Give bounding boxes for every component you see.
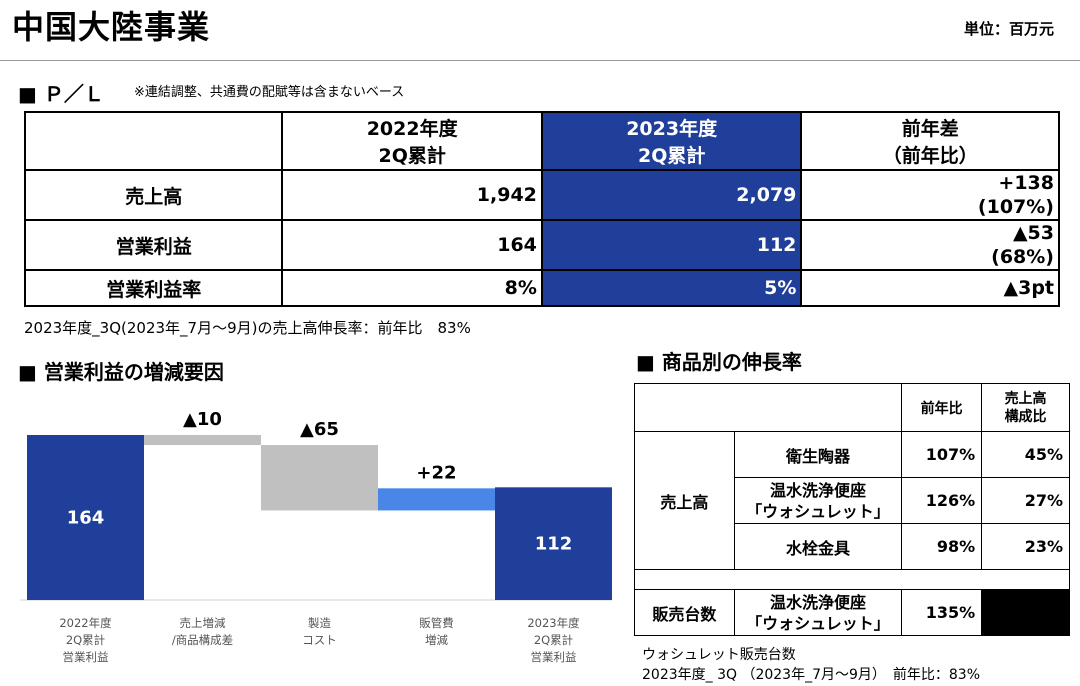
- pl-row-label: 売上高: [23, 169, 284, 221]
- products-footnote: ウォシュレット販売台数 2023年度_ 3Q （2023年_7月～9月） 前年比…: [642, 647, 981, 683]
- pl-header-diff: 前年差 （前年比）: [800, 111, 1060, 171]
- pl-row-sales: 売上高 1,942 2,079 +138 (107%): [23, 169, 1060, 221]
- pl-row-label: 営業利益率: [23, 269, 284, 307]
- bar-value-label: 112: [535, 534, 573, 555]
- products-header-yoy: 前年比: [901, 383, 983, 432]
- pl-row-op-margin: 営業利益率 8% 5% ▲3pt: [23, 269, 1060, 307]
- factors-heading: ■ 営業利益の増減要因: [18, 360, 224, 384]
- pl-header-empty: [23, 111, 284, 171]
- units-row: 販売台数 温水洗浄便座 「ウォシュレット」 135%: [634, 589, 1070, 636]
- pl-value-diff: ▲3pt: [800, 269, 1060, 307]
- category-label: 2023年度: [527, 616, 580, 630]
- category-label: 2022年度: [59, 616, 112, 630]
- product-name: 衛生陶器: [733, 431, 903, 478]
- pl-header-row: 2022年度 2Q累計 2023年度 2Q累計 前年差 （前年比）: [23, 111, 1060, 171]
- waterfall-bar: [261, 445, 378, 511]
- bar-value-label: 164: [67, 508, 105, 529]
- pl-value-2023: 5%: [540, 269, 803, 307]
- waterfall-bar: [378, 488, 495, 511]
- units-yoy: 135%: [901, 589, 983, 636]
- product-row: 温水洗浄便座 「ウォシュレット」 126% 27%: [635, 477, 1070, 524]
- pl-header-2023: 2023年度 2Q累計: [540, 111, 803, 171]
- category-label: 2Q累計: [66, 633, 105, 647]
- units-label: 販売台数: [634, 589, 735, 636]
- pl-value-diff: ▲53 (68%): [800, 219, 1060, 271]
- product-yoy: 98%: [901, 523, 983, 570]
- pl-note: ※連結調整、共通費の配賦等は含まないベース: [134, 85, 405, 100]
- product-yoy: 107%: [901, 431, 983, 478]
- products-heading: ■ 商品別の伸長率: [636, 350, 802, 374]
- category-label: 営業利益: [531, 650, 577, 664]
- units-share-blank: [981, 589, 1070, 636]
- units-product-name: 温水洗浄便座 「ウォシュレット」: [733, 589, 903, 636]
- pl-value-2022: 164: [281, 219, 543, 271]
- category-label: 製造: [308, 616, 331, 630]
- category-label: 営業利益: [63, 650, 109, 664]
- products-sales-label: 売上高: [634, 431, 735, 570]
- product-row: 水栓金具 98% 23%: [635, 523, 1070, 570]
- pl-value-2022: 1,942: [281, 169, 543, 221]
- pl-row-op-profit: 営業利益 164 112 ▲53 (68%): [23, 219, 1060, 271]
- category-label: 2Q累計: [534, 633, 573, 647]
- title-divider: [0, 60, 1080, 61]
- page-title: 中国大陸事業: [12, 8, 211, 46]
- products-spacer: [634, 569, 1070, 590]
- pl-value-2022: 8%: [281, 269, 543, 307]
- product-name: 温水洗浄便座 「ウォシュレット」: [733, 477, 903, 524]
- category-label: 売上増減: [180, 616, 226, 630]
- pl-footnote: 2023年度_3Q(2023年_7月～9月)の売上高伸長率：前年比 83%: [24, 319, 471, 337]
- product-share: 23%: [981, 523, 1070, 570]
- bar-value-label: +22: [416, 462, 456, 483]
- products-spacer-row: [634, 569, 1070, 590]
- waterfall-bar: [27, 435, 144, 600]
- product-share: 45%: [981, 431, 1070, 478]
- category-label: コスト: [302, 633, 337, 647]
- products-header-empty: [633, 383, 903, 432]
- bar-value-label: ▲65: [300, 419, 339, 440]
- pl-table: 2022年度 2Q累計 2023年度 2Q累計 前年差 （前年比） 売上高 1,942…: [23, 111, 1060, 307]
- category-label: 増減: [425, 633, 448, 647]
- pl-value-2023: 2,079: [540, 169, 803, 221]
- category-label: 販管費: [419, 616, 454, 630]
- pl-value-diff: +138 (107%): [800, 169, 1060, 221]
- product-share: 27%: [981, 477, 1070, 524]
- category-label: /商品構成差: [172, 633, 233, 647]
- waterfall-bar: [144, 435, 261, 446]
- pl-row-label: 営業利益: [23, 219, 284, 271]
- pl-header-2022: 2022年度 2Q累計: [281, 111, 543, 171]
- product-name: 水栓金具: [733, 523, 903, 570]
- products-header-row: 前年比 売上高 構成比: [633, 383, 1070, 432]
- product-row: 売上高 衛生陶器 107% 45%: [634, 431, 1070, 570]
- waterfall-bar: [495, 487, 612, 600]
- products-header-share: 売上高 構成比: [981, 383, 1070, 432]
- pl-value-2023: 112: [540, 219, 803, 271]
- pl-heading: ■ Ｐ／Ｌ: [18, 82, 104, 106]
- product-yoy: 126%: [901, 477, 983, 524]
- unit-label: 単位：百万元: [963, 20, 1054, 38]
- bar-value-label: ▲10: [183, 409, 222, 430]
- products-table: 前年比 売上高 構成比 売上高 衛生陶器 107% 45% 温水洗浄便座 「ウォシュ…: [633, 383, 1070, 636]
